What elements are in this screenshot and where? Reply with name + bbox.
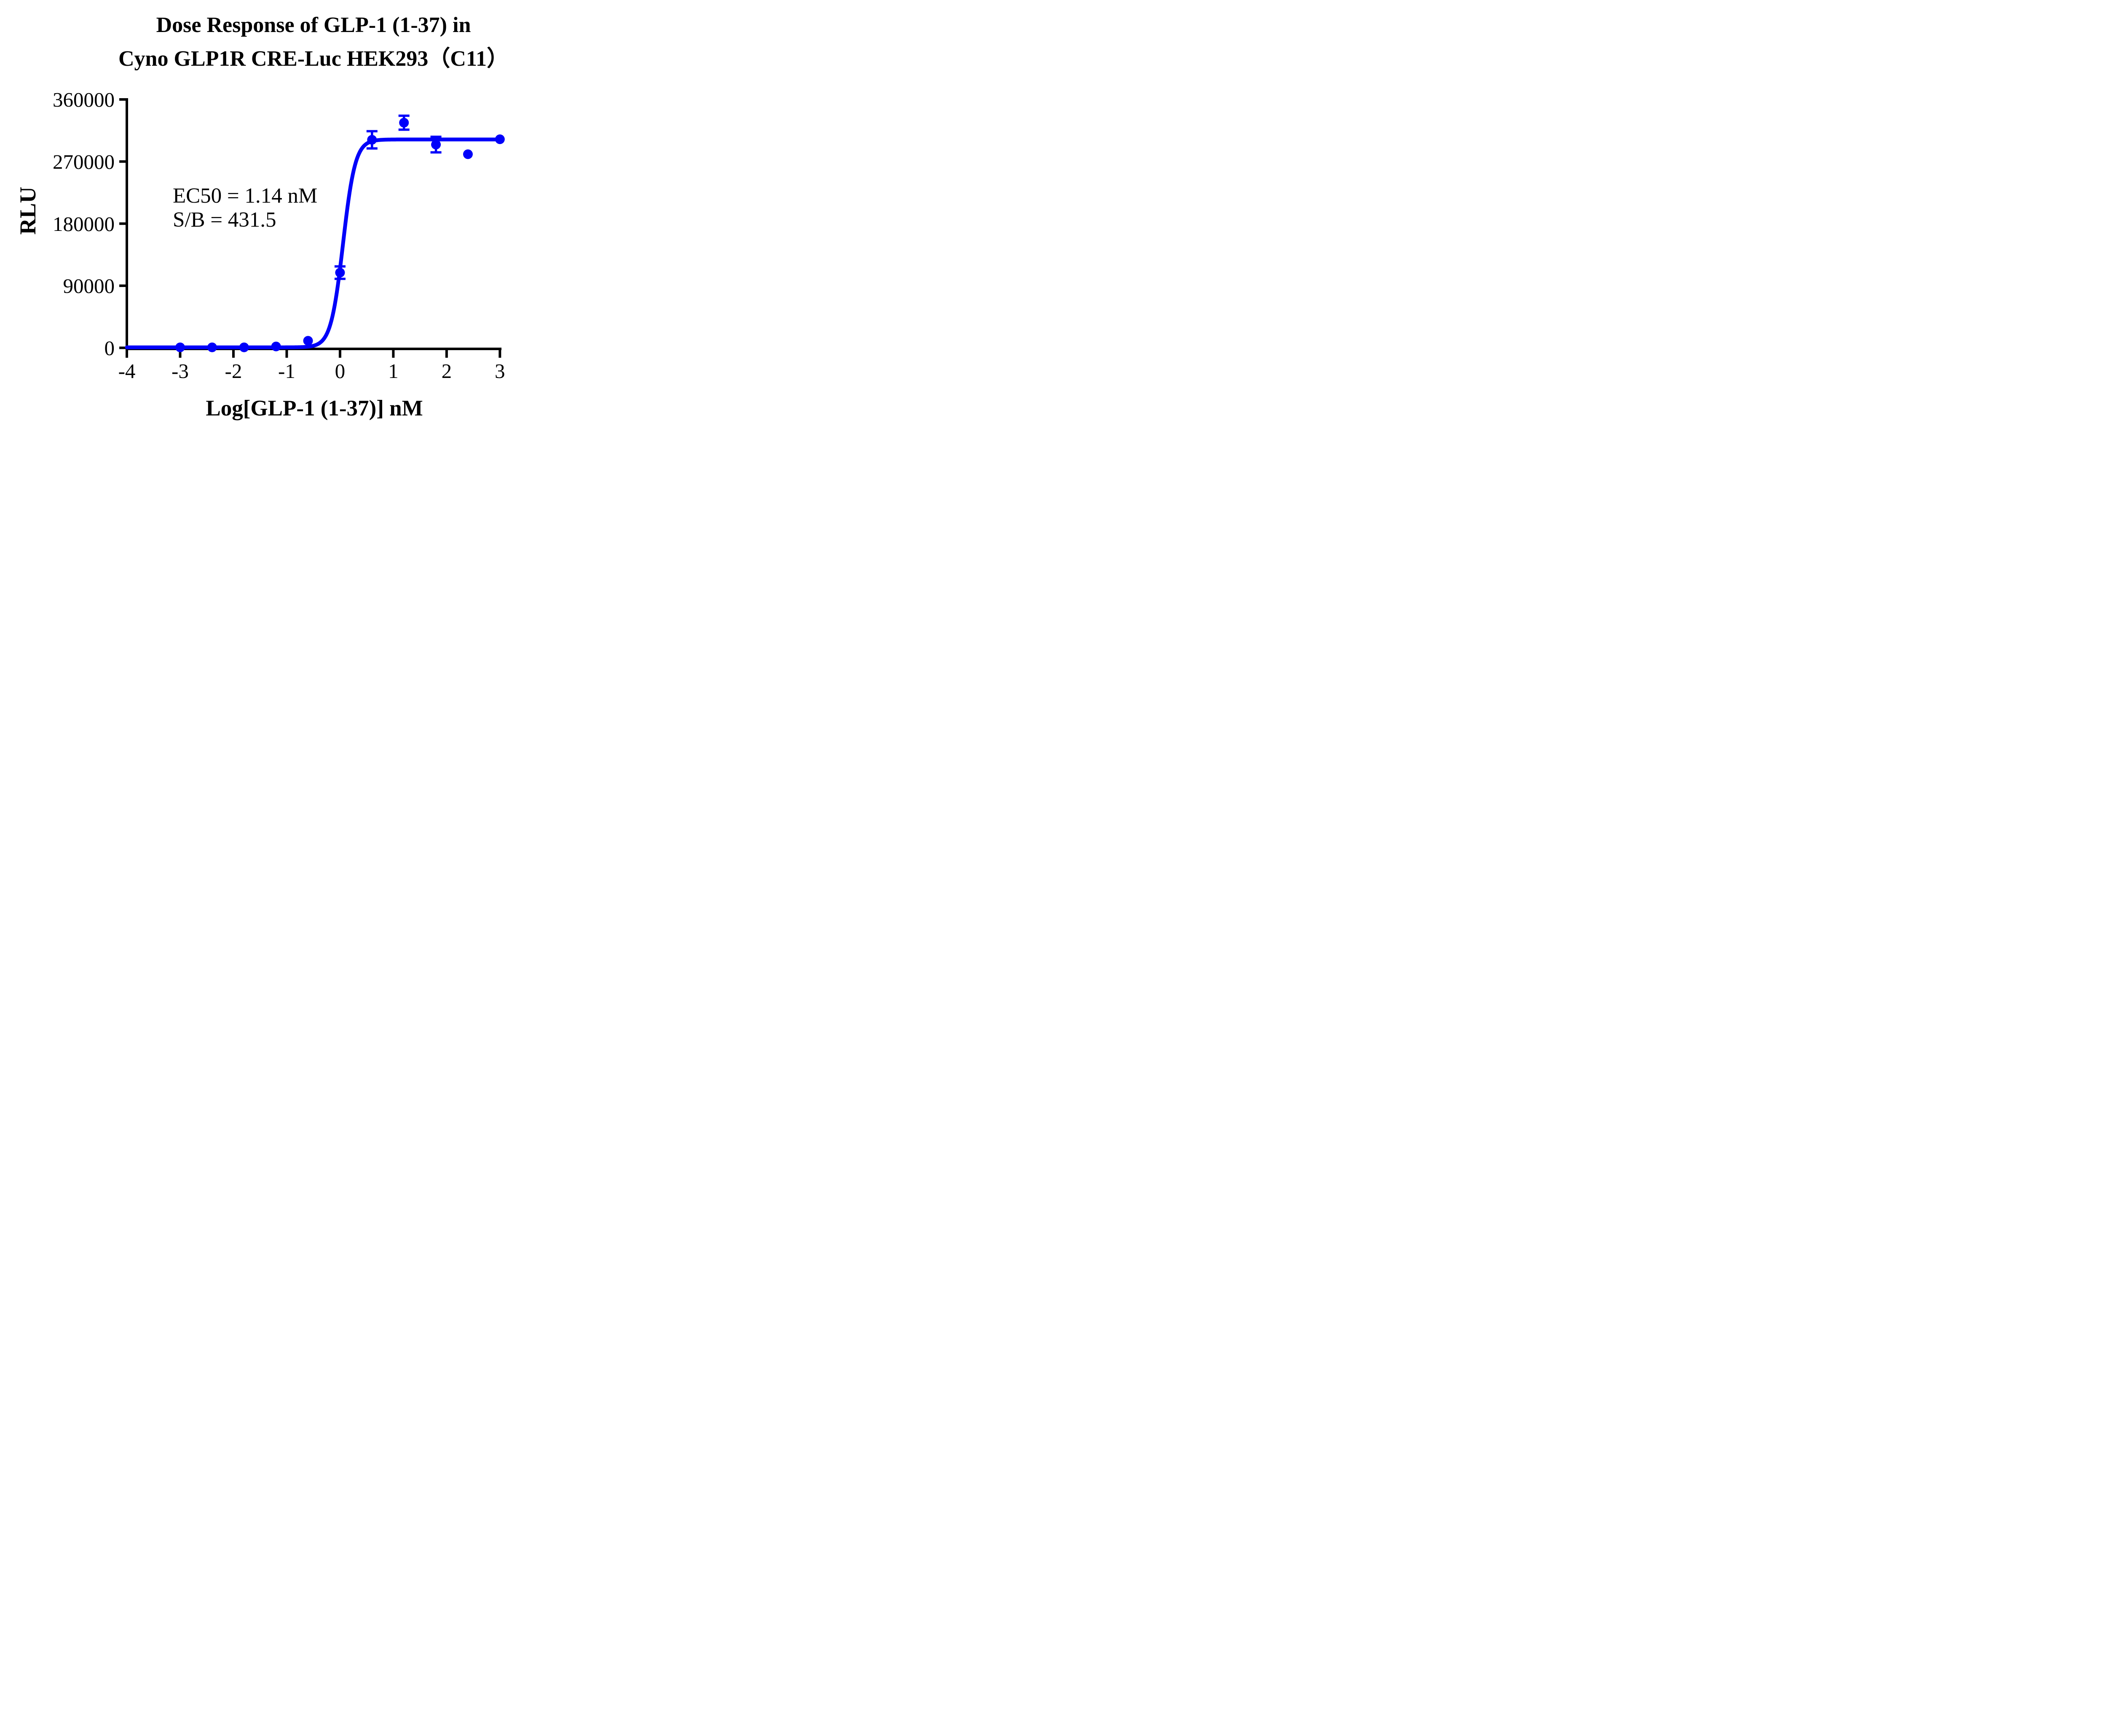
x-axis-ticks: -4 -3 -2 -1 0 1 2 3 — [118, 350, 505, 383]
data-point-marker — [431, 139, 441, 150]
data-point-marker — [207, 342, 217, 352]
x-tick-label: -4 — [118, 359, 136, 383]
y-tick-label: 90000 — [63, 274, 115, 297]
fit-curve — [125, 137, 502, 349]
x-tick-label: 3 — [495, 359, 505, 383]
annotation-sb: S/B = 431.5 — [173, 208, 276, 232]
x-tick-label: 2 — [442, 359, 452, 383]
x-tick-label: -2 — [225, 359, 242, 383]
annotation-ec50: EC50 = 1.14 nM — [173, 184, 317, 208]
data-point-marker — [463, 149, 473, 159]
dose-response-plot: Dose Response of GLP-1 (1-37) in Cyno GL… — [15, 13, 509, 421]
y-tick-label: 360000 — [53, 88, 115, 111]
x-tick-label: 0 — [335, 359, 346, 383]
data-point-marker — [175, 342, 185, 352]
data-point-marker — [335, 268, 345, 278]
y-axis-title: RLU — [15, 187, 40, 235]
x-tick-label: -1 — [278, 359, 295, 383]
y-tick-label: 270000 — [53, 150, 115, 173]
data-point-marker — [303, 336, 313, 346]
x-tick-label: 1 — [388, 359, 399, 383]
chart-title-line1: Dose Response of GLP-1 (1-37) in — [156, 13, 471, 37]
data-point-marker — [271, 341, 281, 351]
data-point-marker — [495, 134, 505, 144]
data-points — [175, 118, 505, 352]
y-tick-label: 0 — [105, 337, 115, 360]
data-point-marker — [399, 118, 409, 128]
data-point-marker — [239, 342, 249, 352]
data-point-marker — [367, 135, 377, 145]
y-tick-label: 180000 — [53, 212, 115, 236]
x-tick-label: -3 — [172, 359, 189, 383]
chart-title-line2: Cyno GLP1R CRE-Luc HEK293（C11） — [118, 46, 509, 71]
x-axis-title: Log[GLP-1 (1-37)] nM — [206, 396, 423, 421]
y-axis-ticks: 0 90000 180000 270000 360000 — [53, 88, 127, 360]
dose-response-figure: Dose Response of GLP-1 (1-37) in Cyno GL… — [0, 0, 560, 434]
